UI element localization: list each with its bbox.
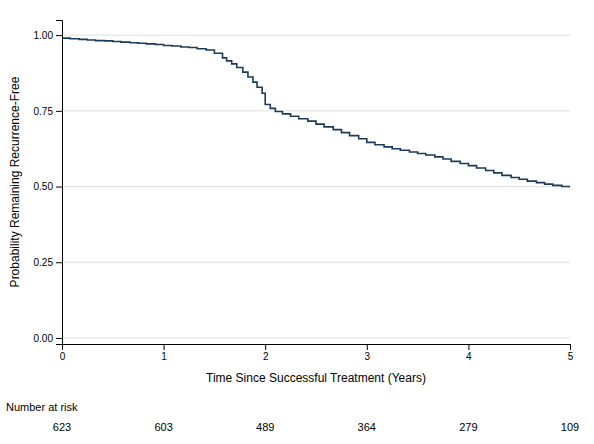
y-tick-mark	[56, 338, 62, 339]
risk-table: Number at risk 623 603 489 364 279 109	[6, 401, 579, 433]
x-tick-mark	[367, 344, 368, 350]
marks	[62, 38, 570, 187]
x-axis: 0 1 2 3 4 5	[60, 344, 574, 362]
chart: 0.00 0.25 0.50 0.75 1.00 0 1 2 3 4 5 Time Since Suc…	[0, 0, 594, 444]
x-axis-line	[63, 345, 571, 351]
risk-number: 279	[459, 421, 477, 433]
y-tick: 0.50	[34, 181, 62, 192]
x-tick: 1	[161, 344, 167, 362]
x-tick: 2	[263, 344, 269, 362]
survival-curve	[62, 38, 570, 187]
y-axis-line	[56, 21, 63, 345]
x-tick-label: 0	[60, 351, 66, 362]
y-tick-label: 0.00	[34, 333, 54, 344]
y-tick: 0.00	[34, 333, 62, 344]
y-tick-label: 0.25	[34, 257, 54, 268]
y-axis-title: Probability Remaining Recurrence-Free	[8, 76, 22, 287]
grid-line	[62, 35, 570, 36]
risk-number: 623	[53, 421, 71, 433]
grid-line	[62, 186, 570, 187]
x-axis-title: Time Since Successful Treatment (Years)	[206, 371, 426, 385]
x-tick-mark	[164, 344, 165, 350]
x-tick-mark	[265, 344, 266, 350]
x-tick-label: 5	[568, 351, 574, 362]
risk-number: 364	[358, 421, 376, 433]
y-tick-mark	[56, 187, 62, 188]
x-tick-mark	[468, 344, 469, 350]
grid-line	[62, 262, 570, 263]
x-tick-label: 4	[466, 351, 472, 362]
x-tick: 0	[60, 344, 66, 362]
y-tick-label: 1.00	[34, 30, 54, 41]
x-tick: 3	[365, 344, 371, 362]
risk-number: 603	[154, 421, 172, 433]
x-tick-mark	[570, 344, 571, 350]
y-tick-mark	[56, 262, 62, 263]
x-tick: 4	[466, 344, 472, 362]
x-tick-label: 1	[161, 351, 167, 362]
x-tick-label: 2	[263, 351, 269, 362]
risk-number: 109	[561, 421, 579, 433]
risk-table-label: Number at risk	[6, 401, 78, 413]
x-tick: 5	[568, 344, 574, 362]
plot: 0.00 0.25 0.50 0.75 1.00 0 1 2 3 4 5	[34, 21, 574, 363]
y-tick-label: 0.75	[34, 106, 54, 117]
y-tick-mark	[56, 111, 62, 112]
grid-line	[62, 110, 570, 111]
y-tick: 0.25	[34, 257, 62, 268]
y-tick: 0.75	[34, 106, 62, 117]
x-tick-label: 3	[365, 351, 371, 362]
risk-number: 489	[256, 421, 274, 433]
y-tick-mark	[56, 35, 62, 36]
y-axis: 0.00 0.25 0.50 0.75 1.00	[34, 21, 63, 345]
grid	[62, 35, 570, 338]
y-tick-label: 0.50	[34, 181, 54, 192]
grid-line	[62, 337, 570, 338]
y-tick: 1.00	[34, 30, 62, 41]
x-tick-mark	[62, 344, 63, 350]
